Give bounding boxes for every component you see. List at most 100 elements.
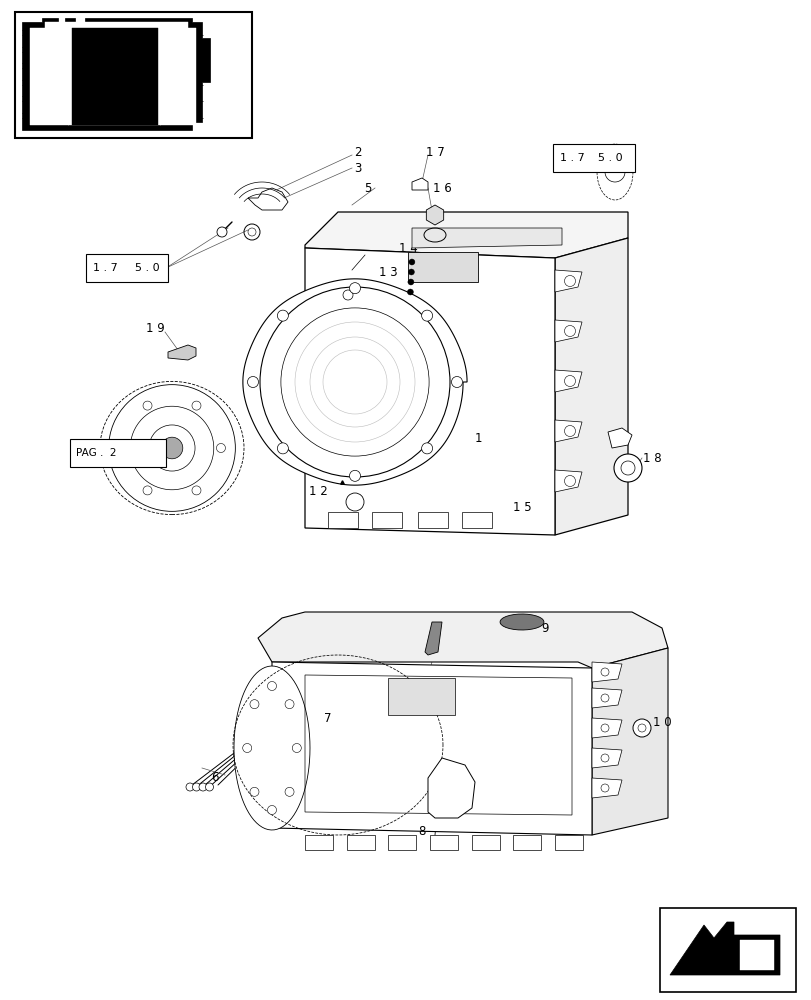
Text: 1 0: 1 0	[652, 715, 671, 728]
Polygon shape	[72, 28, 158, 125]
Circle shape	[613, 454, 642, 482]
Text: 1 7: 1 7	[425, 145, 444, 158]
Circle shape	[199, 783, 207, 791]
Circle shape	[349, 470, 360, 481]
Text: 1 6: 1 6	[432, 182, 451, 195]
Polygon shape	[305, 248, 554, 535]
Text: 1 3: 1 3	[378, 265, 397, 278]
Polygon shape	[247, 188, 288, 210]
Circle shape	[242, 743, 251, 752]
Circle shape	[191, 401, 201, 410]
Polygon shape	[346, 835, 374, 850]
Text: 1: 1	[474, 432, 481, 444]
Circle shape	[192, 783, 200, 791]
Text: 4: 4	[408, 688, 415, 702]
Circle shape	[564, 425, 575, 436]
Polygon shape	[371, 512, 401, 528]
Text: 7: 7	[324, 711, 332, 724]
Circle shape	[564, 325, 575, 336]
Circle shape	[285, 700, 294, 709]
Text: 6: 6	[211, 771, 218, 784]
Text: 1 2: 1 2	[308, 486, 327, 498]
Polygon shape	[258, 612, 667, 668]
Polygon shape	[591, 662, 621, 682]
Polygon shape	[305, 212, 627, 258]
Circle shape	[277, 310, 288, 321]
Polygon shape	[554, 470, 581, 492]
FancyBboxPatch shape	[659, 908, 795, 992]
Polygon shape	[388, 835, 416, 850]
Circle shape	[600, 724, 608, 732]
Text: 1 4: 1 4	[398, 241, 417, 254]
Polygon shape	[168, 345, 195, 360]
Circle shape	[267, 682, 277, 690]
Circle shape	[109, 385, 235, 511]
Circle shape	[260, 287, 449, 477]
Circle shape	[267, 805, 277, 814]
Polygon shape	[426, 205, 443, 225]
Circle shape	[250, 787, 259, 796]
Circle shape	[408, 269, 414, 275]
Polygon shape	[513, 835, 541, 850]
Polygon shape	[554, 835, 582, 850]
Circle shape	[217, 444, 225, 452]
Circle shape	[451, 376, 462, 387]
Circle shape	[421, 443, 432, 454]
Polygon shape	[411, 178, 427, 190]
Polygon shape	[418, 512, 448, 528]
Polygon shape	[15, 12, 251, 138]
Circle shape	[205, 783, 213, 791]
Polygon shape	[591, 778, 621, 798]
Circle shape	[600, 668, 608, 676]
Polygon shape	[328, 512, 358, 528]
Polygon shape	[430, 835, 457, 850]
Polygon shape	[234, 666, 310, 830]
Text: 1 . 7: 1 . 7	[93, 263, 118, 273]
Polygon shape	[471, 835, 499, 850]
Polygon shape	[424, 622, 441, 655]
Circle shape	[247, 376, 258, 387]
FancyBboxPatch shape	[552, 144, 634, 172]
Text: 1 1: 1 1	[303, 456, 321, 468]
Polygon shape	[411, 228, 561, 248]
FancyBboxPatch shape	[70, 439, 165, 467]
Circle shape	[409, 259, 414, 265]
Text: D: D	[165, 436, 169, 440]
Circle shape	[118, 444, 127, 452]
Polygon shape	[554, 238, 627, 535]
Circle shape	[217, 227, 227, 237]
Text: 9: 9	[541, 621, 548, 634]
Circle shape	[345, 493, 363, 511]
Text: 1 5: 1 5	[512, 501, 530, 514]
Text: 5 . 0: 5 . 0	[597, 153, 622, 163]
Polygon shape	[554, 270, 581, 292]
Polygon shape	[305, 835, 333, 850]
Circle shape	[600, 784, 608, 792]
Circle shape	[407, 289, 413, 295]
Polygon shape	[591, 688, 621, 708]
Circle shape	[600, 754, 608, 762]
Circle shape	[600, 694, 608, 702]
Circle shape	[292, 743, 301, 752]
Circle shape	[143, 486, 152, 495]
Circle shape	[191, 486, 201, 495]
Circle shape	[342, 290, 353, 300]
Circle shape	[421, 310, 432, 321]
Circle shape	[564, 475, 575, 486]
Polygon shape	[461, 512, 491, 528]
Polygon shape	[242, 279, 466, 485]
Polygon shape	[30, 22, 195, 125]
Circle shape	[407, 279, 414, 285]
Circle shape	[277, 443, 288, 454]
Circle shape	[250, 700, 259, 709]
Circle shape	[633, 719, 650, 737]
Polygon shape	[427, 758, 474, 818]
Circle shape	[349, 283, 360, 294]
Text: 3: 3	[354, 161, 361, 174]
FancyBboxPatch shape	[86, 254, 168, 282]
Polygon shape	[388, 678, 454, 715]
Polygon shape	[554, 320, 581, 342]
Text: 2: 2	[354, 146, 362, 159]
Polygon shape	[591, 648, 667, 835]
Polygon shape	[739, 940, 773, 970]
